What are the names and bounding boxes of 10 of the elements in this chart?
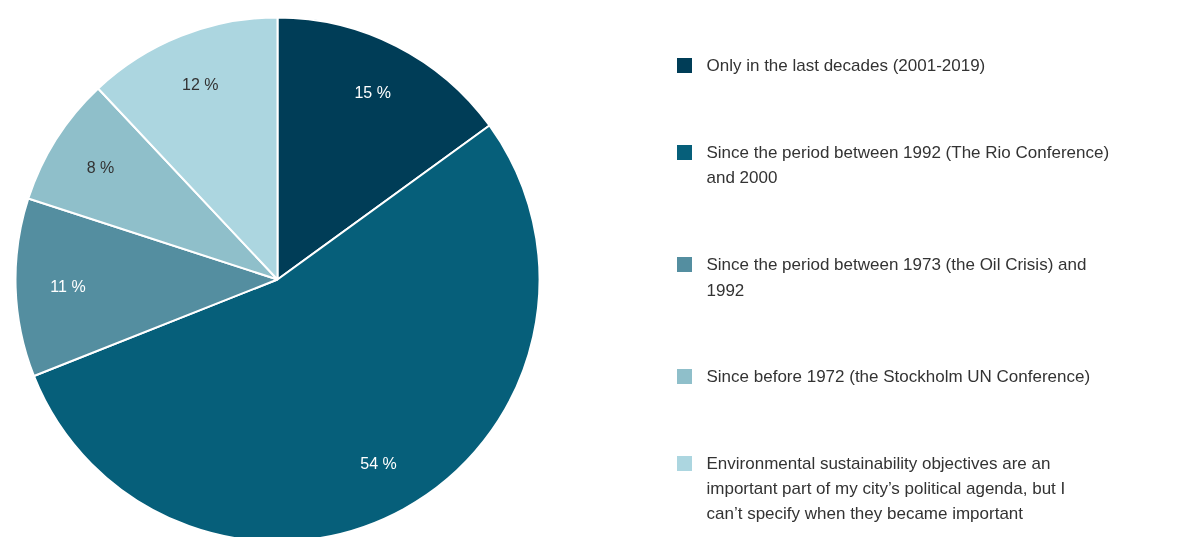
data-label: 8 % [86,158,115,176]
data-label: 11 % [50,277,86,295]
legend-label: Since before 1972 (the Stockholm UN Conference) [706,367,1091,386]
legend-label: Only in the last decades (2001-2019) [706,56,986,75]
legend-label: Since the period between 1992 (The Rio Conference) and 2000 [706,143,1110,187]
data-label: 15 % [354,84,391,102]
data-label: 54 % [360,454,397,472]
data-label: 12 % [182,76,219,94]
legend-label: Environmental sustainability objectives are an important part of my city’s political agenda, but I can’t specify when they became important [706,454,1066,523]
legend-label: Since the period between 1973 (the Oil Crisis) and 1992 [706,255,1087,300]
